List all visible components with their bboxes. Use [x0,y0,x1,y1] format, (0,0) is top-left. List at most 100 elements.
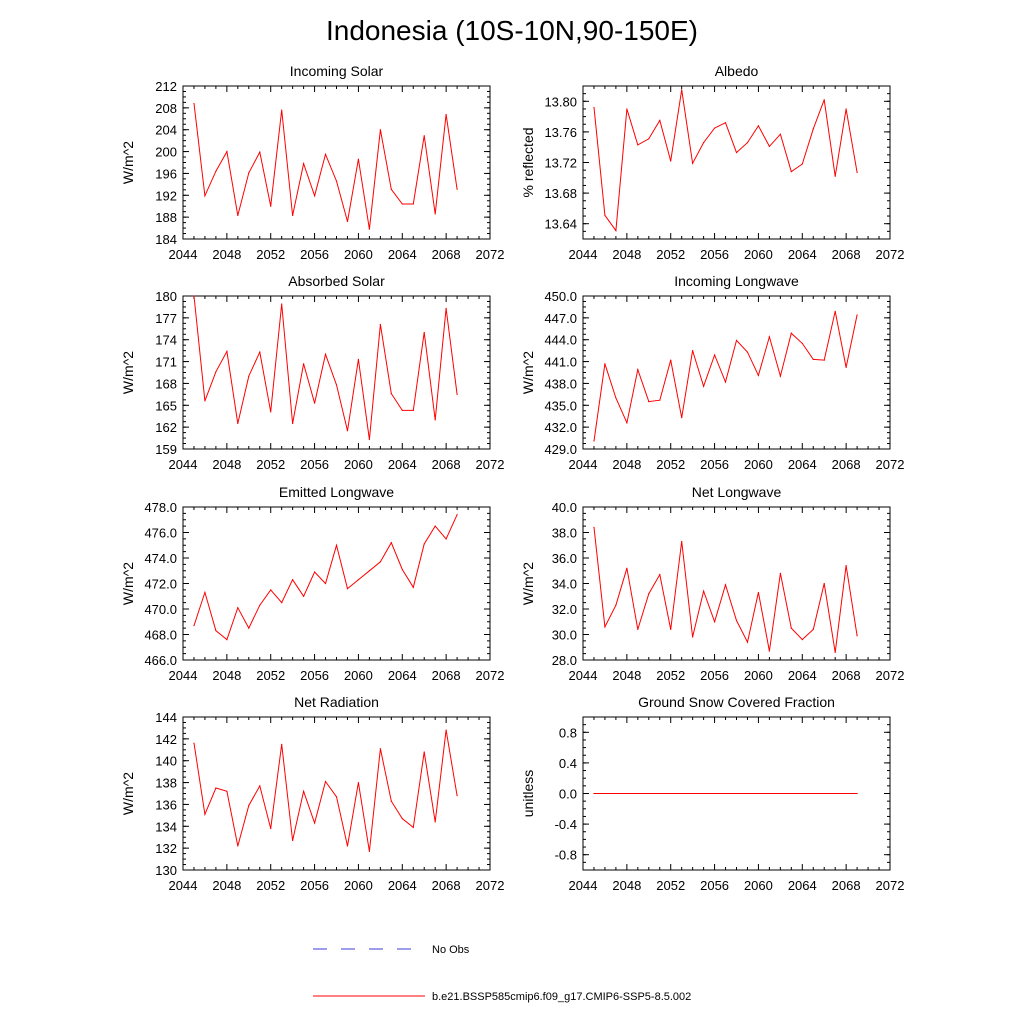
y-tick-label-net-longwave: 38.0 [552,526,577,541]
x-tick-label-incoming-solar: 2060 [344,247,373,262]
data-point-absorbed-solar [324,353,327,355]
x-tick-label-incoming-longwave: 2044 [569,457,598,472]
panel-net-radiation: Net Radiation W/m^2 2044 2048 2052 2056 2060 20… [120,694,504,893]
data-point-absorbed-solar [193,295,195,297]
x-tick-label-incoming-solar: 2044 [169,247,198,262]
x-tick-label-albedo: 2072 [876,247,905,262]
y-tick-label-net-radiation: 134 [155,819,177,834]
y-axis-label-albedo: % reflected [520,127,536,197]
data-point-net-longwave [637,628,639,631]
x-tick-label-emitted-longwave: 2056 [300,668,329,683]
y-tick-label-emitted-longwave: 470.0 [144,602,177,617]
panel-incoming-longwave: Incoming Longwave W/m^2 2044 2048 2052 2056 20… [520,273,904,472]
data-point-incoming-solar [193,102,195,105]
data-point-net-longwave [593,526,595,529]
data-point-incoming-solar [215,170,217,172]
data-point-incoming-solar [434,213,436,215]
x-tick-label-incoming-solar: 2072 [476,247,505,262]
panels-container: Incoming Solar W/m^2 2044 2048 2052 2056 2060 2… [120,63,904,893]
x-tick-label-albedo: 2056 [700,247,729,262]
y-tick-label-emitted-longwave: 466.0 [144,653,177,668]
x-tick-label-net-radiation: 2048 [212,878,241,893]
x-tick-label-absorbed-solar: 2060 [344,457,373,472]
x-tick-label-emitted-longwave: 2064 [388,668,417,683]
data-point-net-radiation [259,785,261,787]
data-point-net-radiation [281,743,283,745]
y-tick-label-incoming-solar: 208 [155,101,177,116]
data-point-net-longwave [735,619,738,622]
data-point-emitted-longwave [390,542,392,544]
data-point-incoming-longwave [648,401,650,403]
x-tick-label-net-radiation: 2044 [169,878,198,893]
data-point-albedo [659,119,661,122]
y-tick-label-net-radiation: 144 [155,710,177,725]
data-point-net-radiation [401,818,403,820]
x-tick-label-emitted-longwave: 2048 [212,668,241,683]
data-point-absorbed-solar [456,393,458,395]
x-tick-label-emitted-longwave: 2072 [476,668,505,683]
panel-incoming-solar: Incoming Solar W/m^2 2044 2048 2052 2056 2060 2… [120,63,504,262]
data-point-emitted-longwave [401,568,403,571]
y-axis-label-net-longwave: W/m^2 [520,562,536,605]
data-point-incoming-longwave [724,381,727,383]
data-point-albedo [823,99,825,101]
data-point-net-radiation [215,787,217,789]
data-point-net-radiation [445,729,447,731]
x-tick-label-incoming-longwave: 2068 [832,457,861,472]
series-line-net-radiation [193,730,458,852]
data-point-incoming-longwave [757,374,760,377]
data-point-absorbed-solar [204,400,206,402]
panel-title-incoming-solar: Incoming Solar [290,63,384,79]
y-tick-label-albedo: 13.76 [544,125,577,140]
y-tick-label-incoming-longwave: 438.0 [544,376,577,391]
data-point-net-radiation [248,804,250,807]
panel-title-net-longwave: Net Longwave [692,484,782,500]
data-point-incoming-longwave [713,354,716,356]
data-point-net-radiation [368,850,370,853]
data-point-albedo [801,163,803,165]
data-point-incoming-solar [204,195,206,197]
y-tick-label-net-radiation: 142 [155,732,177,747]
data-point-incoming-longwave [692,350,694,352]
data-point-net-radiation [324,780,327,783]
data-point-incoming-solar [368,228,370,230]
x-tick-label-absorbed-solar: 2048 [212,457,241,472]
data-point-emitted-longwave [335,544,338,546]
data-point-incoming-solar [248,172,250,174]
data-point-incoming-longwave [626,422,628,424]
data-point-absorbed-solar [259,351,261,353]
y-tick-label-net-longwave: 34.0 [552,577,577,592]
data-point-absorbed-solar [412,409,414,411]
x-tick-label-net-longwave: 2044 [569,668,598,683]
data-point-incoming-longwave [801,342,803,344]
plot-frame-albedo [582,85,891,240]
x-tick-label-albedo: 2064 [788,247,817,262]
y-axis-label-incoming-solar: W/m^2 [120,141,136,184]
x-tick-label-ground-snow-covered-fraction: 2068 [832,878,861,893]
data-point-absorbed-solar [292,422,294,425]
data-point-albedo [746,142,749,144]
data-point-albedo [648,138,650,140]
figure-title: Indonesia (10S-10N,90-150E) [326,15,698,46]
y-tick-label-incoming-solar: 184 [155,232,177,247]
x-tick-label-albedo: 2044 [569,247,598,262]
data-point-emitted-longwave [445,538,447,540]
data-point-absorbed-solar [215,371,217,373]
data-point-incoming-solar [412,203,414,205]
data-point-absorbed-solar [401,409,403,411]
data-point-net-longwave [626,567,628,569]
panel-ground-snow-covered-fraction: Ground Snow Covered Fraction unitless 2044… [520,694,904,893]
data-point-incoming-solar [292,214,294,217]
x-tick-label-albedo: 2060 [744,247,773,262]
data-point-absorbed-solar [445,307,447,309]
x-tick-label-net-longwave: 2052 [656,668,685,683]
legend-model-label: b.e21.BSSP585cmip6.f09_g17.CMIP6-SSP5-8.… [432,991,691,1003]
x-tick-label-ground-snow-covered-fraction: 2056 [700,878,729,893]
data-point-incoming-solar [281,109,283,111]
data-point-absorbed-solar [423,331,425,334]
panel-emitted-longwave: Emitted Longwave W/m^2 2044 2048 2052 2056 206… [120,484,504,683]
y-tick-label-absorbed-solar: 159 [155,442,177,457]
panel-absorbed-solar: Absorbed Solar W/m^2 2044 2048 2052 2056 2060 2… [120,273,504,472]
series-line-albedo [593,89,858,232]
x-tick-label-incoming-longwave: 2072 [876,457,905,472]
